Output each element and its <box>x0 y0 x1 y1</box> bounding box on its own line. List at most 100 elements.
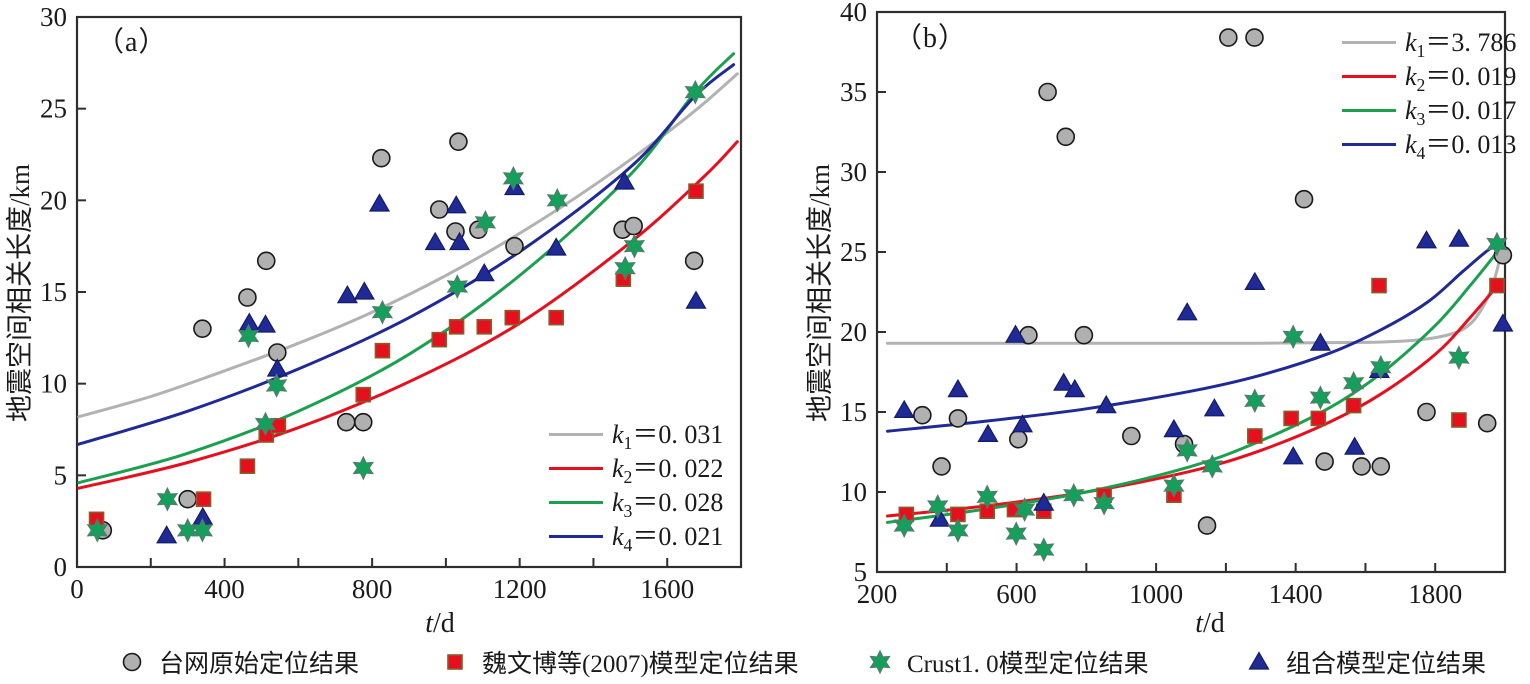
data-point-triangle <box>1163 418 1185 438</box>
data-point-circle <box>684 251 704 271</box>
x-axis-variable: t <box>1195 608 1203 639</box>
y-tick-label: 5 <box>54 460 68 490</box>
triangle-marker-icon <box>1248 651 1270 670</box>
panel-a-legend: k1＝0. 031 k2＝0. 022 k3＝0. 028 k4＝0. 021 <box>549 417 724 556</box>
data-point-triangle <box>1415 230 1438 249</box>
legend-label: k3＝0. 028 <box>612 487 724 522</box>
data-point-square <box>447 654 463 670</box>
data-point-star <box>1062 482 1085 508</box>
x-tick-label: 800 <box>352 574 393 604</box>
panel-b-y-axis-title: 地震空间相关长度/km <box>805 164 835 423</box>
legend-line-swatch <box>1342 40 1396 44</box>
data-point-circle <box>1245 28 1264 47</box>
legend-label: k3＝0. 017 <box>1405 95 1517 130</box>
fit-curve-k4 <box>886 242 1500 433</box>
data-point-star <box>474 209 497 235</box>
panel-a-label: （a） <box>96 27 168 58</box>
legend-label: k4＝0. 021 <box>612 521 724 556</box>
data-point-star <box>502 165 525 191</box>
legend-item: k3＝0. 028 <box>549 485 724 522</box>
data-point-triangle <box>685 290 707 309</box>
legend-label: k2＝0. 022 <box>612 453 724 488</box>
bottom-legend-item-star6: Crust1. 0模型定位结果 <box>865 644 1149 680</box>
data-point-square <box>1247 428 1263 444</box>
data-point-triangle <box>1011 414 1034 433</box>
data-point-circle <box>122 652 142 672</box>
bottom-legend-label: 台网原始定位结果 <box>159 651 360 678</box>
data-point-triangle <box>929 508 951 527</box>
x-tick-label: 400 <box>204 574 245 604</box>
y-tick-label: 15 <box>840 397 867 427</box>
legend-line-swatch <box>549 534 603 538</box>
data-point-triangle <box>473 262 495 282</box>
panel-b-x-axis-title: t/d <box>1110 608 1310 640</box>
data-point-circle <box>1294 189 1314 209</box>
data-point-circle <box>429 200 449 219</box>
legend-line-swatch <box>1342 142 1396 146</box>
data-point-triangle <box>1064 378 1086 398</box>
data-point-square <box>431 331 448 348</box>
data-point-star <box>352 455 374 481</box>
panel-a-x-axis-title: t/d <box>340 608 540 640</box>
y-tick-label: 30 <box>40 2 67 32</box>
data-point-star <box>1486 231 1508 257</box>
data-point-star <box>1093 490 1115 516</box>
star6-marker-icon <box>869 649 891 675</box>
x-tick-label: 1200 <box>493 574 547 604</box>
legend-item: k4＝0. 013 <box>1342 127 1517 164</box>
data-point-circle <box>238 288 257 307</box>
data-point-triangle <box>977 423 999 442</box>
data-point-star <box>614 255 636 281</box>
legend-item: k1＝3. 786 <box>1342 25 1516 61</box>
data-point-star <box>254 411 277 437</box>
x-tick-label: 1000 <box>1129 579 1183 609</box>
data-point-triangle <box>893 399 915 418</box>
fit-curve-k4 <box>77 63 736 446</box>
data-point-star <box>371 299 394 325</box>
data-point-star <box>156 486 179 512</box>
data-point-triangle <box>266 358 288 377</box>
data-point-triangle <box>1203 398 1225 417</box>
bottom-legend-item-triangle: 组合模型定位结果 <box>1244 644 1486 680</box>
data-point-triangle <box>156 525 178 544</box>
series-star6 <box>86 79 706 543</box>
data-point-triangle <box>448 231 471 251</box>
data-point-triangle <box>947 378 969 398</box>
legend-line-swatch <box>549 500 603 504</box>
data-point-circle <box>913 405 932 425</box>
series-square <box>898 277 1505 523</box>
data-point-square <box>1310 410 1327 427</box>
data-point-triangle <box>445 195 467 214</box>
data-point-square <box>448 319 465 335</box>
legend-label: k1＝0. 031 <box>612 419 724 454</box>
y-tick-label: 10 <box>840 477 867 507</box>
panel-b: 200 600 1000 1400 1800 5 10 15 20 25 30 35 40 <box>840 0 1514 609</box>
data-point-star <box>1176 438 1198 463</box>
data-point-circle <box>1056 127 1076 147</box>
data-point-triangle <box>336 284 358 304</box>
data-point-triangle <box>1244 271 1266 290</box>
x-tick-label: 600 <box>996 579 1037 609</box>
data-point-star <box>684 79 706 105</box>
data-point-square <box>355 386 372 403</box>
data-point-star <box>1005 521 1027 546</box>
data-point-star <box>1244 388 1266 414</box>
data-point-circle <box>256 251 276 271</box>
data-point-triangle <box>1309 332 1331 351</box>
data-point-star <box>623 233 646 259</box>
data-point-star <box>947 518 969 543</box>
data-point-circle <box>1008 429 1028 449</box>
series-triangle <box>156 171 707 544</box>
legend-label: k4＝0. 013 <box>1405 129 1517 164</box>
data-point-star <box>1013 497 1036 522</box>
legend-item: k3＝0. 017 <box>1342 93 1517 130</box>
x-axis-variable: t <box>425 608 433 639</box>
y-tick-label: 25 <box>840 237 867 267</box>
fit-curve-k3 <box>886 247 1502 524</box>
data-point-circle <box>1315 452 1334 471</box>
data-point-circle <box>1122 426 1141 446</box>
data-point-star <box>1309 385 1332 410</box>
y-tick-label: 30 <box>840 157 867 187</box>
data-point-star <box>1201 454 1223 479</box>
